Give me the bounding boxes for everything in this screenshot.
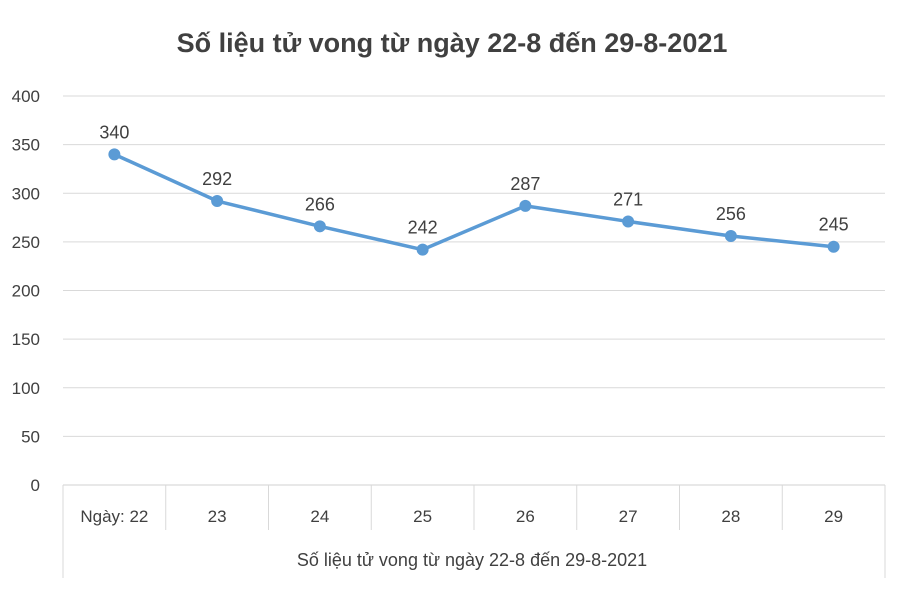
category-table <box>62 484 886 578</box>
x-axis-title: Số liệu tử vong từ ngày 22-8 đến 29-8-20… <box>297 550 647 570</box>
data-label: 256 <box>716 204 746 224</box>
markers <box>108 148 840 256</box>
y-tick-label: 0 <box>31 476 40 495</box>
x-axis-tick-labels: Ngày: 22 23 24 25 26 27 28 29 <box>80 507 843 526</box>
data-point <box>827 240 840 253</box>
data-point <box>622 215 635 228</box>
data-label: 271 <box>613 189 643 209</box>
data-point <box>108 148 121 161</box>
data-label: 242 <box>408 218 438 238</box>
x-tick-label: 23 <box>208 507 227 526</box>
data-label: 245 <box>819 215 849 235</box>
y-tick-label: 50 <box>21 427 40 446</box>
data-point <box>313 220 326 233</box>
data-labels: 340 292 266 242 287 271 256 245 <box>99 122 848 237</box>
x-tick-label: 28 <box>721 507 740 526</box>
data-label: 340 <box>99 122 129 142</box>
y-tick-label: 300 <box>12 184 40 203</box>
y-tick-label: 350 <box>12 136 40 155</box>
y-tick-label: 250 <box>12 233 40 252</box>
data-label: 266 <box>305 194 335 214</box>
data-point <box>519 199 532 212</box>
series-line <box>112 152 836 252</box>
x-tick-label: 29 <box>824 507 843 526</box>
y-tick-label: 200 <box>12 282 40 301</box>
y-axis-tick-labels: 0 50 100 150 200 250 300 350 400 <box>12 87 40 495</box>
y-tick-label: 100 <box>12 379 40 398</box>
x-tick-label: 26 <box>516 507 535 526</box>
data-point <box>416 243 429 256</box>
y-tick-label: 150 <box>12 330 40 349</box>
x-tick-label: 27 <box>619 507 638 526</box>
data-label: 287 <box>510 174 540 194</box>
x-tick-label: 25 <box>413 507 432 526</box>
x-tick-label: Ngày: 22 <box>80 507 148 526</box>
y-tick-label: 400 <box>12 87 40 106</box>
x-tick-label: 24 <box>310 507 329 526</box>
data-label: 292 <box>202 169 232 189</box>
series-layer <box>112 152 836 252</box>
chart-title: Số liệu tử vong từ ngày 22-8 đến 29-8-20… <box>177 28 728 58</box>
data-point <box>211 195 224 208</box>
grid-lines <box>63 95 885 437</box>
data-point <box>724 230 737 243</box>
